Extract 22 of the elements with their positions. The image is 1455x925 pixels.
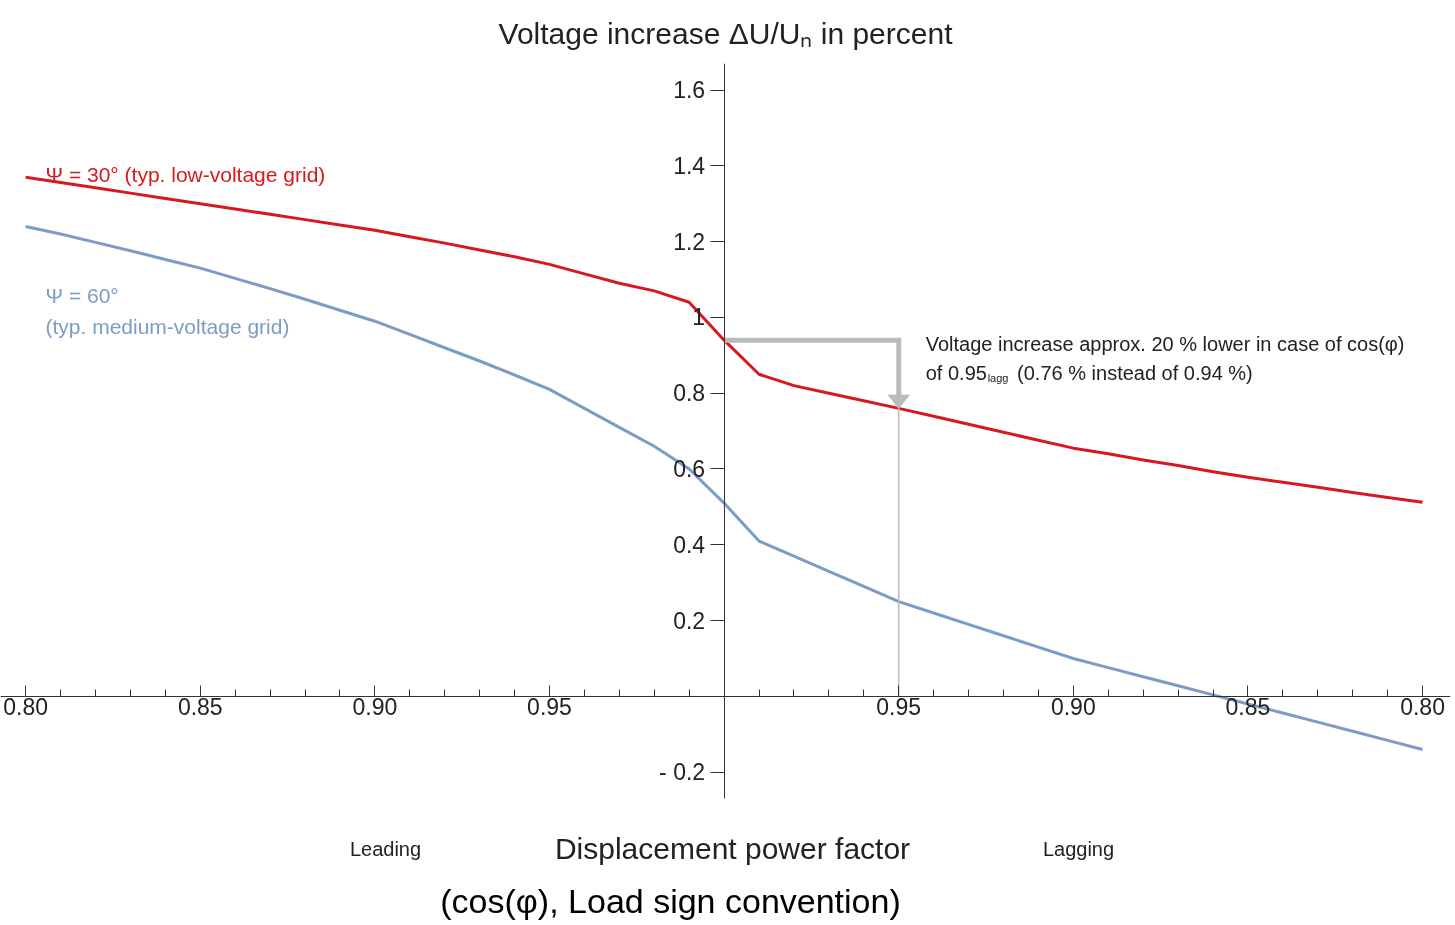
text: (cos(φ), Load sign convention) <box>440 881 901 920</box>
x-tick-label: 0.90 <box>1050 694 1096 721</box>
series-label: Ψ = 60° (typ. medium-voltage grid) <box>45 283 290 338</box>
x-tick-label: 0.90 <box>352 694 398 721</box>
y-tick-label: 0.2 <box>673 607 706 634</box>
annotation: Voltage increase approx. 20 % lower in case of cos(φ) of 0.95lagg (0.76 % instead of 0.94 %) <box>925 332 1405 384</box>
y-tick-label: 1.2 <box>673 228 706 255</box>
x-tick-label: 0.95 <box>876 694 922 721</box>
y-tick-label: - 0.2 <box>659 759 706 786</box>
x-tick-label: 0.80 <box>1400 694 1445 721</box>
y-tick-label: 1.4 <box>673 152 706 179</box>
text: Lagging <box>1042 837 1115 860</box>
chart-title: Voltage increase ΔU/Uₙ in percent <box>498 16 954 50</box>
y-tick-label: 0.8 <box>673 380 706 407</box>
x-tick-label: 0.85 <box>177 694 223 721</box>
y-tick-label: 0.4 <box>673 531 706 558</box>
text: Leading <box>349 837 422 860</box>
x-tick-label: 0.80 <box>3 694 49 721</box>
y-tick-label: 1.6 <box>673 77 706 104</box>
x-tick-label: 0.95 <box>527 694 572 721</box>
series-label: Ψ = 30° (typ. low-voltage grid) <box>45 162 326 186</box>
x-axis-title: Displacement power factor <box>554 832 911 865</box>
